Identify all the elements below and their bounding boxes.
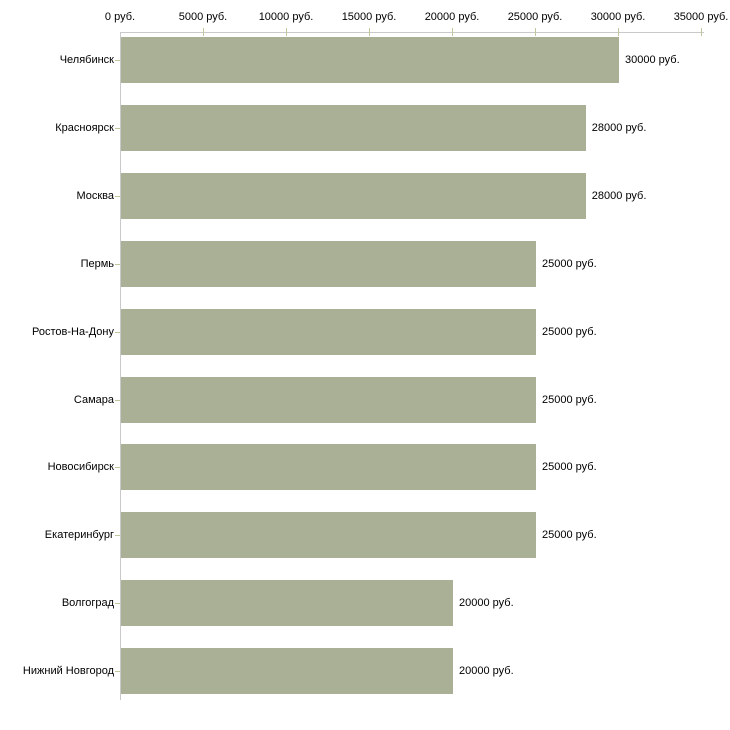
x-axis-tick-label: 15000 руб.	[341, 11, 397, 23]
bar-value-label: 25000 руб.	[542, 461, 597, 474]
x-axis-tick-label: 0 руб.	[104, 11, 136, 23]
bar	[121, 37, 619, 83]
bar-value-label: 28000 руб.	[591, 189, 647, 202]
category-tick-mark	[115, 535, 120, 537]
category-tick-mark	[115, 399, 120, 401]
x-axis-tick-mark	[618, 28, 619, 36]
x-axis-tick-label: 10000 руб.	[258, 11, 314, 23]
bar-value-label: 20000 руб.	[459, 597, 514, 610]
x-axis-line	[120, 32, 704, 33]
category-tick-mark	[115, 467, 120, 469]
x-axis-tick-mark	[452, 28, 453, 36]
x-axis-tick-mark	[701, 28, 702, 36]
category-label: Красноярск	[55, 121, 114, 134]
category-tick-mark	[115, 60, 120, 61]
y-axis-line	[120, 32, 121, 700]
category-label: Волгоград	[61, 597, 114, 610]
category-label: Новосибирск	[47, 461, 114, 474]
bar-value-label: 25000 руб.	[542, 325, 597, 338]
category-label: Екатеринбург	[44, 529, 114, 542]
category-tick-mark	[115, 195, 120, 197]
category-tick-mark	[115, 603, 120, 605]
category-label: Челябинск	[59, 54, 114, 66]
category-tick-mark	[115, 127, 120, 129]
category-label: Пермь	[80, 257, 114, 270]
category-tick-mark	[115, 331, 120, 333]
bar	[121, 648, 453, 695]
bar	[121, 444, 536, 491]
category-label: Нижний Новгород	[22, 665, 114, 678]
x-axis-tick-mark	[369, 28, 370, 36]
x-axis-tick-mark	[535, 28, 536, 36]
bar-value-label: 25000 руб.	[542, 529, 597, 542]
category-label: Москва	[76, 189, 114, 202]
bar-value-label: 25000 руб.	[542, 257, 597, 270]
bar-value-label: 28000 руб.	[591, 121, 647, 134]
bar	[121, 376, 536, 423]
x-axis-tick-label: 5000 руб.	[178, 11, 228, 23]
x-axis-tick-label: 35000 руб.	[673, 11, 729, 23]
x-axis-tick-mark	[203, 28, 204, 36]
x-axis-tick-mark	[286, 28, 287, 36]
x-axis-tick-label: 25000 руб.	[507, 11, 563, 23]
category-label: Самара	[73, 393, 114, 406]
x-axis-tick-label: 20000 руб.	[424, 11, 480, 23]
bar	[121, 240, 536, 287]
bar	[121, 580, 453, 627]
bar-value-label: 30000 руб.	[625, 54, 680, 66]
bar	[121, 308, 536, 355]
category-tick-mark	[115, 671, 120, 673]
bar	[121, 512, 536, 559]
x-axis-tick-label: 30000 руб.	[590, 11, 646, 23]
bar	[121, 104, 586, 151]
bar-value-label: 25000 руб.	[542, 393, 597, 406]
category-label: Ростов-На-Дону	[31, 325, 114, 338]
bar-value-label: 20000 руб.	[459, 665, 514, 678]
category-tick-mark	[115, 263, 120, 265]
bar	[121, 172, 586, 219]
